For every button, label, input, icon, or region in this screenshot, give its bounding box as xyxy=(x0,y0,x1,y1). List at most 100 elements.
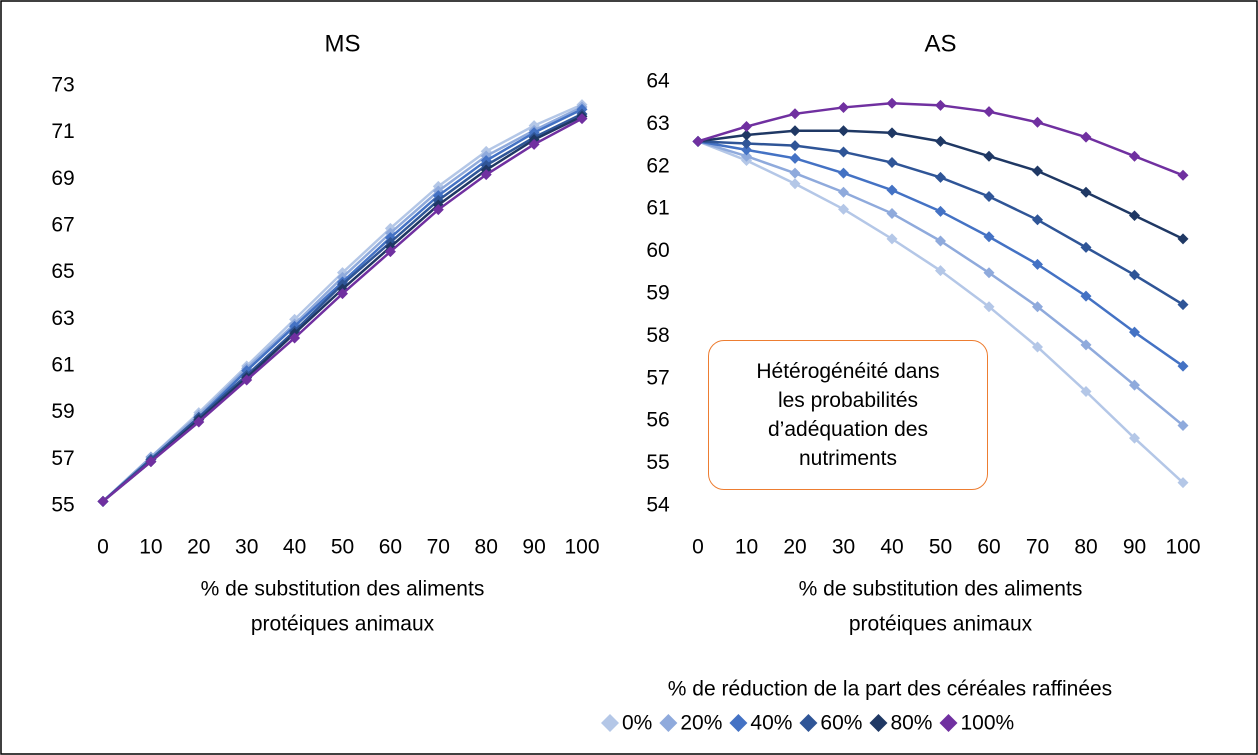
y-tick-label: 57 xyxy=(51,447,74,470)
annotation-line: Hétérogénéité dans xyxy=(756,360,940,383)
x-tick-label: 80 xyxy=(475,536,498,559)
x-tick-label: 70 xyxy=(427,536,450,559)
data-point xyxy=(1177,419,1189,431)
data-point xyxy=(1032,116,1043,128)
data-point xyxy=(1032,214,1043,226)
data-point xyxy=(193,416,205,428)
x-tick-label: 60 xyxy=(977,536,1000,559)
x-tick-label: 90 xyxy=(1123,536,1146,559)
data-point xyxy=(838,203,849,215)
data-point xyxy=(886,157,898,169)
y-tick-label: 59 xyxy=(646,282,669,305)
legend-marker xyxy=(729,714,748,732)
x-axis-label: % de substitution des aliments xyxy=(201,578,485,601)
x-axis-label: % de substitution des aliments xyxy=(799,578,1083,601)
legend-label: 20% xyxy=(680,712,722,735)
x-tick-label: 80 xyxy=(1074,536,1097,559)
data-point xyxy=(1032,165,1043,177)
x-axis-label: protéiques animaux xyxy=(251,613,435,636)
y-tick-label: 64 xyxy=(646,70,670,93)
data-point xyxy=(1032,258,1043,270)
x-tick-label: 0 xyxy=(692,536,704,559)
x-tick-label: 30 xyxy=(235,536,258,559)
data-point xyxy=(741,121,752,133)
x-tick-label: 100 xyxy=(564,536,599,559)
data-point xyxy=(935,265,946,277)
data-point xyxy=(838,101,849,113)
legend-marker xyxy=(799,714,818,732)
data-point xyxy=(384,246,396,258)
data-point xyxy=(337,288,348,300)
data-point xyxy=(983,231,995,243)
data-point xyxy=(789,108,801,120)
data-point xyxy=(886,207,898,219)
data-point xyxy=(838,167,849,179)
data-point xyxy=(838,186,849,198)
y-tick-label: 65 xyxy=(51,260,74,283)
data-point xyxy=(1080,241,1092,253)
data-point xyxy=(935,235,946,247)
data-point xyxy=(789,140,801,152)
y-tick-label: 61 xyxy=(646,197,669,220)
y-tick-label: 67 xyxy=(51,214,74,237)
data-point xyxy=(886,184,898,196)
data-point xyxy=(1129,150,1140,162)
annotation-line: les probabilités xyxy=(777,389,919,412)
data-point xyxy=(935,171,946,183)
data-point xyxy=(1080,386,1092,398)
data-point xyxy=(741,144,752,156)
data-point xyxy=(741,129,752,141)
legend-marker xyxy=(939,714,958,732)
y-tick-label: 55 xyxy=(51,494,74,517)
data-point xyxy=(1177,169,1189,181)
y-tick-label: 71 xyxy=(51,120,74,143)
data-point xyxy=(1032,301,1043,313)
data-point xyxy=(528,138,540,150)
data-point xyxy=(1129,210,1140,222)
data-point xyxy=(935,135,946,147)
data-point xyxy=(983,301,995,313)
series-line xyxy=(102,117,583,503)
y-tick-label: 62 xyxy=(646,154,669,177)
legend-title: % de réduction de la part des céréales r… xyxy=(668,678,1112,701)
data-point xyxy=(886,233,898,245)
data-point xyxy=(97,495,109,507)
data-point xyxy=(838,146,849,158)
data-point xyxy=(838,125,849,137)
y-tick-label: 73 xyxy=(51,74,74,97)
data-point xyxy=(983,106,995,118)
x-tick-label: 100 xyxy=(1165,536,1200,559)
legend-marker xyxy=(869,714,888,732)
x-tick-label: 50 xyxy=(331,536,354,559)
legend-label: 100% xyxy=(960,712,1014,735)
x-axis-label: protéiques animaux xyxy=(849,613,1033,636)
y-tick-label: 54 xyxy=(646,494,670,517)
x-tick-label: 30 xyxy=(832,536,855,559)
data-point xyxy=(692,135,704,147)
x-tick-label: 40 xyxy=(880,536,903,559)
data-point xyxy=(935,205,946,217)
y-tick-label: 56 xyxy=(646,409,669,432)
data-point xyxy=(1129,379,1140,391)
data-point xyxy=(789,178,801,190)
x-tick-label: 10 xyxy=(735,536,758,559)
annotation: Hétérogénéité dans les probabilités d’adéq… xyxy=(708,340,988,490)
data-point xyxy=(1080,186,1092,198)
y-tick-label: 59 xyxy=(51,400,74,423)
data-point xyxy=(1129,432,1140,444)
y-tick-label: 60 xyxy=(646,239,669,262)
data-point xyxy=(886,97,898,109)
y-tick-label: 63 xyxy=(51,307,74,330)
data-point xyxy=(289,332,301,344)
data-point xyxy=(789,167,801,179)
x-tick-label: 20 xyxy=(187,536,210,559)
data-point xyxy=(1177,477,1189,489)
data-point xyxy=(741,137,752,149)
legend-label: 40% xyxy=(750,712,792,735)
data-point xyxy=(1032,341,1043,353)
legend-label: 60% xyxy=(820,712,862,735)
x-tick-label: 90 xyxy=(522,536,545,559)
y-tick-label: 57 xyxy=(646,366,669,389)
